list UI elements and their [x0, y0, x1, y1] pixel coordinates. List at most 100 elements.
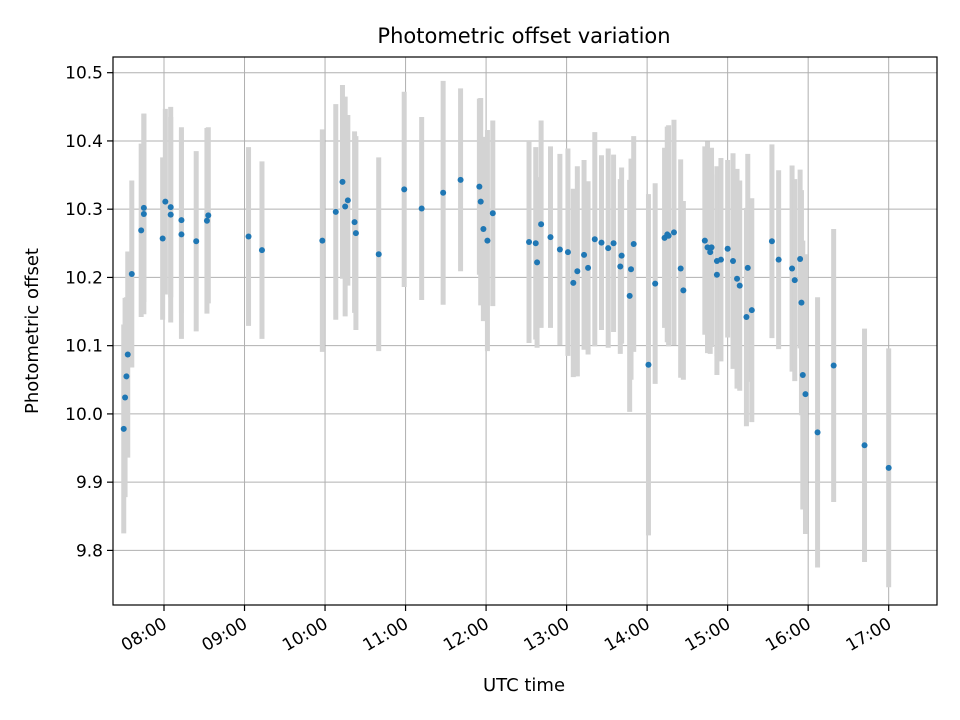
data-point	[418, 205, 425, 212]
data-point	[140, 204, 147, 211]
data-point	[178, 217, 185, 224]
data-point	[203, 217, 210, 224]
data-point	[120, 425, 127, 432]
data-point	[734, 275, 741, 282]
x-axis: 08:00 09:00 10:00 11:00 12:00 13:00 14:00 15:00…	[118, 605, 895, 656]
data-point	[708, 244, 715, 251]
x-tick-label: 16:00	[762, 614, 814, 656]
x-tick-label: 09:00	[199, 614, 251, 656]
data-point	[617, 263, 624, 270]
data-point	[598, 239, 605, 246]
data-point	[159, 235, 166, 242]
data-point	[736, 282, 743, 289]
data-point	[344, 197, 351, 204]
data-point	[743, 314, 750, 321]
data-point	[123, 373, 130, 380]
data-point	[477, 198, 484, 205]
data-point	[258, 247, 265, 254]
data-point	[193, 238, 200, 245]
error-bars	[121, 80, 892, 588]
y-tick-label: 9.8	[76, 541, 103, 561]
data-point	[122, 394, 129, 401]
data-point	[351, 219, 358, 226]
data-point	[628, 266, 635, 273]
data-point	[489, 210, 496, 217]
data-point	[162, 198, 169, 205]
data-point	[205, 212, 212, 219]
x-tick-label: 13:00	[521, 614, 573, 656]
y-axis-label: Photometric offset	[22, 248, 43, 414]
data-point	[476, 183, 483, 190]
data-point	[138, 227, 145, 234]
y-tick-label: 10.5	[65, 64, 103, 84]
data-point	[140, 210, 147, 217]
data-point	[713, 271, 720, 278]
data-point	[245, 233, 252, 240]
data-point	[610, 240, 617, 247]
data-point	[319, 237, 326, 244]
data-point	[352, 230, 359, 237]
data-point	[798, 299, 805, 306]
data-point	[717, 256, 724, 263]
data-point	[670, 229, 677, 236]
data-point	[626, 292, 633, 299]
data-point	[480, 225, 487, 232]
grid	[113, 57, 937, 605]
data-point	[581, 251, 588, 258]
y-tick-label: 10.2	[65, 268, 103, 288]
data-point	[342, 203, 349, 210]
data-point	[814, 429, 821, 436]
data-point	[532, 240, 539, 247]
y-tick-label: 10.3	[65, 200, 103, 220]
data-point	[570, 279, 577, 286]
data-point	[167, 211, 174, 218]
y-axis: 9.8 9.9 10.0 10.1 10.2 10.3 10.4 10.5	[65, 64, 113, 561]
x-tick-label: 14:00	[601, 614, 653, 656]
data-point	[775, 256, 782, 263]
data-point	[591, 236, 598, 243]
data-point	[630, 240, 637, 247]
data-point	[665, 232, 672, 239]
data-point	[677, 265, 684, 272]
data-point	[556, 246, 563, 253]
data-point	[645, 361, 652, 368]
x-tick-label: 08:00	[118, 614, 170, 656]
data-point	[802, 391, 809, 398]
data-point	[830, 362, 837, 369]
data-point	[861, 442, 868, 449]
data-point	[701, 237, 708, 244]
data-points	[120, 176, 892, 471]
plot-area-frame	[112, 56, 938, 606]
chart-title: Photometric offset variation	[377, 24, 670, 48]
data-point	[680, 287, 687, 294]
data-point	[526, 238, 533, 245]
data-point	[564, 249, 571, 256]
data-point	[440, 189, 447, 196]
data-point	[128, 271, 135, 278]
data-point	[401, 186, 408, 193]
data-point	[730, 258, 737, 265]
data-point	[789, 265, 796, 272]
data-point	[748, 307, 755, 314]
data-point	[605, 245, 612, 252]
x-axis-label: UTC time	[483, 675, 565, 696]
data-point	[744, 264, 751, 271]
data-point	[534, 259, 541, 266]
data-point	[457, 176, 464, 183]
data-point	[768, 238, 775, 245]
data-point	[574, 268, 581, 275]
x-tick-label: 17:00	[843, 614, 895, 656]
y-tick-label: 10.0	[65, 405, 103, 425]
data-point	[885, 464, 892, 471]
data-point	[332, 208, 339, 215]
data-point	[339, 178, 346, 185]
data-point	[797, 256, 804, 263]
y-tick-label: 10.1	[65, 337, 103, 357]
data-point	[585, 264, 592, 271]
data-point	[538, 221, 545, 228]
y-tick-label: 9.9	[76, 473, 103, 493]
data-point	[724, 245, 731, 252]
x-tick-label: 11:00	[360, 614, 412, 656]
data-point	[167, 204, 174, 211]
